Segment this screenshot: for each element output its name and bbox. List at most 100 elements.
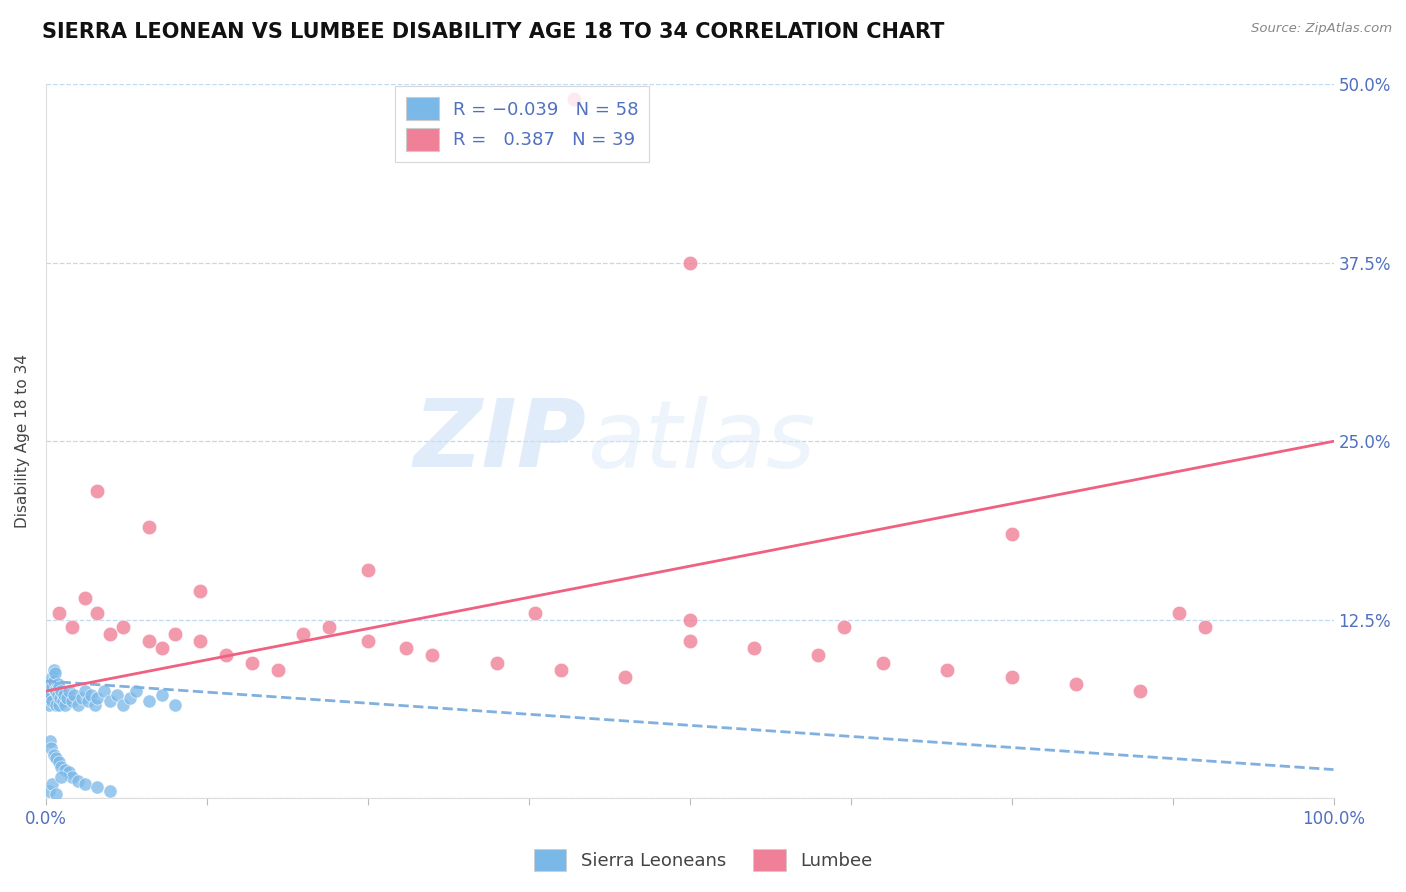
Point bbox=[83, 698, 105, 713]
Point bbox=[51, 684, 73, 698]
Point bbox=[138, 694, 160, 708]
Point bbox=[1001, 527, 1024, 541]
Point bbox=[38, 784, 60, 798]
Text: atlas: atlas bbox=[586, 396, 815, 487]
Point bbox=[215, 648, 238, 663]
Point bbox=[614, 670, 637, 684]
Point bbox=[60, 620, 83, 634]
Point bbox=[742, 641, 765, 656]
Legend: R = −0.039   N = 58, R =   0.387   N = 39: R = −0.039 N = 58, R = 0.387 N = 39 bbox=[395, 87, 650, 161]
Point bbox=[77, 694, 100, 708]
Point bbox=[86, 691, 108, 706]
Point bbox=[45, 787, 67, 801]
Point bbox=[58, 684, 80, 698]
Point bbox=[138, 634, 160, 648]
Point bbox=[86, 780, 108, 794]
Text: Source: ZipAtlas.com: Source: ZipAtlas.com bbox=[1251, 22, 1392, 36]
Point bbox=[1168, 606, 1191, 620]
Point bbox=[872, 656, 894, 670]
Point bbox=[357, 563, 380, 577]
Point bbox=[150, 641, 173, 656]
Point bbox=[41, 670, 63, 684]
Point bbox=[1129, 684, 1152, 698]
Point bbox=[67, 698, 90, 713]
Legend: Sierra Leoneans, Lumbee: Sierra Leoneans, Lumbee bbox=[526, 842, 880, 879]
Point bbox=[49, 691, 72, 706]
Point bbox=[86, 606, 108, 620]
Point bbox=[44, 682, 66, 697]
Point bbox=[39, 741, 62, 756]
Point bbox=[38, 734, 60, 748]
Point bbox=[55, 691, 77, 706]
Text: ZIP: ZIP bbox=[413, 395, 586, 487]
Point bbox=[138, 520, 160, 534]
Point bbox=[51, 760, 73, 774]
Point bbox=[38, 691, 60, 706]
Point bbox=[420, 648, 443, 663]
Point bbox=[80, 689, 103, 703]
Point bbox=[163, 627, 186, 641]
Point bbox=[42, 663, 65, 677]
Point bbox=[38, 677, 60, 691]
Point bbox=[318, 620, 340, 634]
Point bbox=[41, 694, 63, 708]
Point bbox=[524, 606, 547, 620]
Point bbox=[832, 620, 855, 634]
Point bbox=[118, 691, 141, 706]
Point bbox=[150, 689, 173, 703]
Point bbox=[1194, 620, 1216, 634]
Point bbox=[52, 694, 75, 708]
Point bbox=[38, 698, 60, 713]
Point bbox=[105, 689, 128, 703]
Point bbox=[240, 656, 263, 670]
Point bbox=[42, 674, 65, 689]
Point bbox=[48, 698, 70, 713]
Point bbox=[60, 770, 83, 784]
Point bbox=[60, 694, 83, 708]
Point bbox=[53, 689, 76, 703]
Point bbox=[46, 689, 69, 703]
Point bbox=[45, 684, 67, 698]
Point bbox=[41, 680, 63, 694]
Point bbox=[1064, 677, 1087, 691]
Point bbox=[292, 627, 315, 641]
Point bbox=[44, 665, 66, 680]
Y-axis label: Disability Age 18 to 34: Disability Age 18 to 34 bbox=[15, 354, 30, 528]
Point bbox=[125, 684, 148, 698]
Point bbox=[73, 777, 96, 791]
Point bbox=[39, 689, 62, 703]
Point bbox=[679, 613, 702, 627]
Point bbox=[70, 691, 93, 706]
Point bbox=[58, 765, 80, 780]
Point bbox=[395, 641, 418, 656]
Point bbox=[679, 634, 702, 648]
Point bbox=[807, 648, 830, 663]
Point bbox=[42, 748, 65, 763]
Point bbox=[48, 606, 70, 620]
Point bbox=[163, 698, 186, 713]
Point bbox=[267, 663, 290, 677]
Point bbox=[93, 684, 115, 698]
Point bbox=[46, 677, 69, 691]
Point bbox=[1001, 670, 1024, 684]
Point bbox=[48, 756, 70, 770]
Point bbox=[98, 627, 121, 641]
Point bbox=[98, 784, 121, 798]
Point bbox=[45, 698, 67, 713]
Point bbox=[53, 763, 76, 777]
Point bbox=[73, 684, 96, 698]
Point bbox=[39, 677, 62, 691]
Point bbox=[73, 591, 96, 606]
Point bbox=[485, 656, 508, 670]
Text: SIERRA LEONEAN VS LUMBEE DISABILITY AGE 18 TO 34 CORRELATION CHART: SIERRA LEONEAN VS LUMBEE DISABILITY AGE … bbox=[42, 22, 945, 42]
Point bbox=[357, 634, 380, 648]
Point bbox=[67, 774, 90, 789]
Point bbox=[53, 698, 76, 713]
Point bbox=[48, 680, 70, 694]
Point bbox=[112, 698, 135, 713]
Point bbox=[45, 751, 67, 765]
Point bbox=[37, 691, 59, 706]
Point bbox=[679, 256, 702, 270]
Point bbox=[63, 689, 86, 703]
Point bbox=[190, 634, 212, 648]
